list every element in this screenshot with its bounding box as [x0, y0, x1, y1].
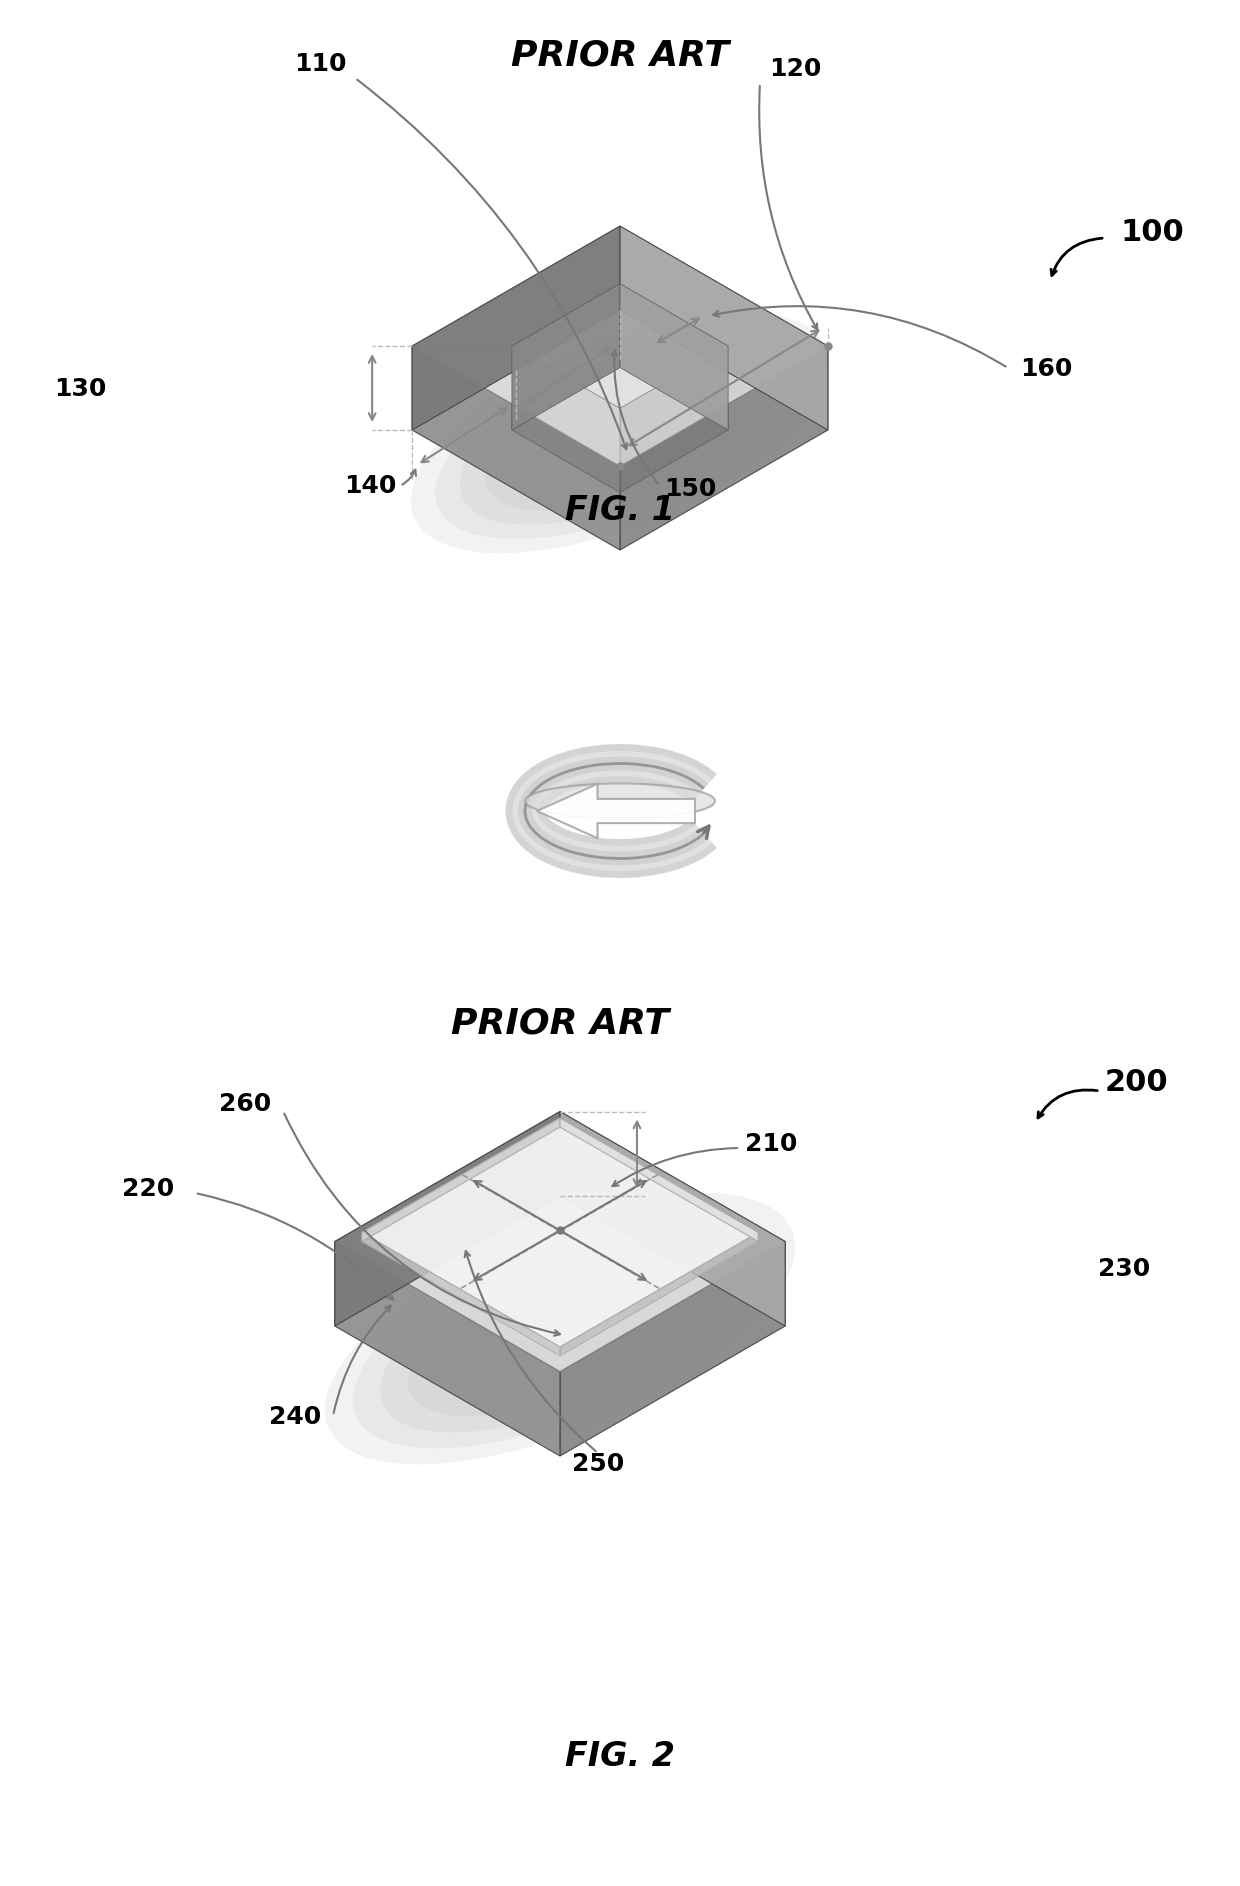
Polygon shape	[335, 1241, 560, 1456]
Text: 130: 130	[53, 377, 107, 402]
Polygon shape	[325, 1192, 795, 1465]
Polygon shape	[620, 345, 728, 492]
Text: 220: 220	[122, 1177, 174, 1201]
Polygon shape	[620, 345, 828, 551]
Polygon shape	[620, 345, 828, 466]
Text: 110: 110	[294, 53, 346, 75]
Polygon shape	[560, 1111, 785, 1326]
Text: 100: 100	[1120, 219, 1184, 247]
Polygon shape	[362, 1118, 758, 1347]
Polygon shape	[412, 345, 620, 551]
Polygon shape	[412, 345, 620, 466]
Polygon shape	[335, 1111, 560, 1326]
Text: PRIOR ART: PRIOR ART	[511, 40, 729, 74]
Polygon shape	[512, 283, 620, 430]
Polygon shape	[335, 1111, 785, 1371]
Polygon shape	[460, 339, 780, 524]
Text: 240: 240	[269, 1405, 321, 1430]
Text: FIG. 1: FIG. 1	[565, 494, 675, 528]
Text: 160: 160	[1021, 356, 1073, 381]
Text: 210: 210	[745, 1132, 797, 1156]
Polygon shape	[379, 1224, 740, 1433]
Polygon shape	[412, 226, 620, 430]
Ellipse shape	[525, 783, 715, 819]
Polygon shape	[435, 326, 805, 539]
Text: 200: 200	[1105, 1067, 1168, 1098]
Polygon shape	[362, 1118, 560, 1241]
Text: 260: 260	[219, 1092, 272, 1117]
Text: PRIOR ART: PRIOR ART	[451, 1007, 670, 1041]
Polygon shape	[362, 1232, 560, 1356]
Text: 230: 230	[1097, 1256, 1151, 1281]
Text: 250: 250	[572, 1452, 624, 1477]
Polygon shape	[560, 1118, 758, 1241]
Polygon shape	[620, 226, 828, 345]
Text: 140: 140	[343, 473, 397, 498]
Polygon shape	[512, 368, 728, 492]
Polygon shape	[560, 1232, 758, 1356]
Text: 120: 120	[769, 57, 821, 81]
Text: 150: 150	[663, 477, 717, 502]
Polygon shape	[410, 311, 830, 553]
Text: FIG. 2: FIG. 2	[565, 1739, 675, 1773]
Polygon shape	[620, 226, 828, 430]
Polygon shape	[512, 345, 620, 492]
Polygon shape	[485, 355, 755, 511]
Polygon shape	[620, 283, 728, 430]
Polygon shape	[408, 1241, 712, 1416]
Polygon shape	[537, 785, 694, 837]
Polygon shape	[412, 226, 620, 345]
Polygon shape	[352, 1209, 768, 1448]
Polygon shape	[560, 1241, 785, 1456]
